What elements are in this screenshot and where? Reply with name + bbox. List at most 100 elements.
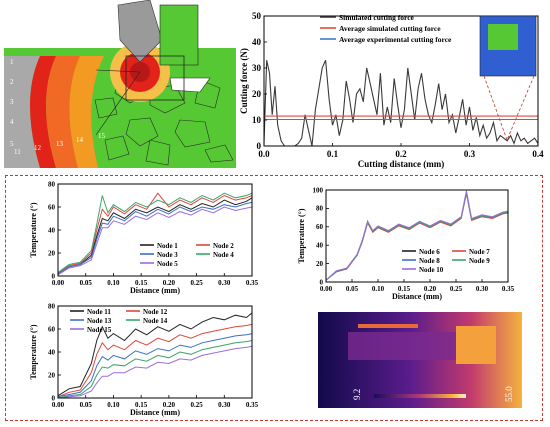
zone-number-2: 2 <box>10 78 14 86</box>
y-tick-label: 20 <box>252 89 262 99</box>
zone-number-11: 11 <box>14 148 21 156</box>
thermal-image: 9.2 55.0 <box>318 312 522 408</box>
warm-band-1 <box>46 56 80 168</box>
inset-leader-right <box>506 75 535 141</box>
y-axis-label: Cutting force (N) <box>240 48 249 114</box>
thermal-scale-max: 55.0 <box>504 386 514 402</box>
y-tick-label: 40 <box>48 226 56 234</box>
zone-number-13: 13 <box>56 140 64 148</box>
y-tick-label: 80 <box>48 302 56 310</box>
x-tick-label: 0.30 <box>218 401 231 409</box>
y-tick-label: 20 <box>316 260 324 268</box>
y-tick-label: 0 <box>320 278 324 286</box>
node-leader-2 <box>95 71 141 136</box>
y-tick-label: 0 <box>52 272 56 280</box>
x-tick-label: 0.25 <box>450 285 463 293</box>
x-tick-label: 0.35 <box>246 279 259 287</box>
zone-number-3: 3 <box>10 98 14 106</box>
cutting-force-svg: 0.0 0.1 0.2 0.3 0.4 0 10 20 30 40 50 Cutting distan… <box>239 11 544 169</box>
x-tick-label: 0.15 <box>135 279 148 287</box>
inset-image-grains <box>488 24 518 50</box>
y-tick-label: 30 <box>252 63 262 73</box>
legend-entry: Node 10 <box>419 266 444 274</box>
y-tick-label: 50 <box>252 11 262 21</box>
temperature-chart-1-5: 0.00 0.05 0.10 0.15 0.20 0.25 0.30 0.35 0 20 40 60 8… <box>10 178 270 298</box>
x-tick-label: 0.00 <box>52 279 65 287</box>
legend-entry: Node 8 <box>419 257 440 265</box>
x-tick-label: 0.10 <box>372 285 385 293</box>
y-tick-label: 60 <box>48 325 56 333</box>
y-axis-label: Temperature (°) <box>297 208 306 263</box>
simulation-svg: 1 2 3 4 5 11 12 13 14 15 <box>4 0 236 168</box>
legend-entry: Node 15 <box>87 326 112 334</box>
legend-entry: Node 7 <box>469 248 490 256</box>
x-tick-label: 0.30 <box>218 279 231 287</box>
legend-entry: Average experimental cutting force <box>339 35 452 44</box>
x-axis-label: Distance (mm) <box>130 286 180 295</box>
x-tick-label: 0.35 <box>502 285 515 293</box>
temperature-chart-6-10: 0.00 0.05 0.10 0.15 0.20 0.25 0.30 0.35 0 20 40 60 8… <box>282 184 537 304</box>
zone-number-12: 12 <box>34 144 42 152</box>
legend-entry: Node 13 <box>87 317 112 325</box>
series-line-1 <box>57 312 253 397</box>
x-axis-label: Cutting distance (mm) <box>358 159 445 169</box>
zone-number-1: 1 <box>10 58 14 66</box>
zoom-box <box>125 55 185 101</box>
y-tick-label: 10 <box>252 115 262 125</box>
series-line-3 <box>325 192 509 281</box>
series-line-4 <box>325 192 509 281</box>
x-tick-label: 0.20 <box>163 279 176 287</box>
series-line-5 <box>325 190 509 281</box>
y-tick-label: 0 <box>257 141 262 151</box>
x-tick-label: 0.00 <box>52 401 65 409</box>
x-tick-label: 0.10 <box>107 401 120 409</box>
x-tick-label: 0.1 <box>327 149 339 159</box>
plot-frame <box>325 189 509 283</box>
temperature-panel-border <box>5 175 543 421</box>
x-tick-label: 0.05 <box>346 285 359 293</box>
x-tick-label: 0.15 <box>398 285 411 293</box>
series-line-1 <box>325 191 509 281</box>
zone-number-15: 15 <box>98 132 106 140</box>
y-tick-label: 80 <box>48 180 56 188</box>
legend-entry: Node 1 <box>157 242 178 250</box>
y-tick-label: 40 <box>252 37 262 47</box>
x-tick-label: 0.15 <box>135 401 148 409</box>
zone-number-14: 14 <box>76 136 84 144</box>
x-tick-label: 0.00 <box>320 285 333 293</box>
x-tick-label: 0.30 <box>476 285 489 293</box>
chip <box>117 0 163 63</box>
zone-number-4: 4 <box>10 118 14 126</box>
legend-entry: Simulated cutting force <box>339 13 415 22</box>
y-axis-label: Temperature (°) <box>29 202 38 257</box>
series-line-2 <box>57 192 253 273</box>
y-tick-label: 20 <box>48 249 56 257</box>
legend-entry: Node 6 <box>419 248 440 256</box>
x-tick-label: 0.25 <box>190 279 203 287</box>
x-tick-label: 0.05 <box>80 401 93 409</box>
legend-entry: Node 14 <box>143 317 168 325</box>
series-line-2 <box>57 323 253 398</box>
thermal-chip <box>358 324 418 328</box>
temperature-svg-6-10: 0.00 0.05 0.10 0.15 0.20 0.25 0.30 0.35 0 20 40 60 8… <box>297 186 515 301</box>
legend-entry: Average simulated cutting force <box>339 24 441 33</box>
temperature-svg-11-15: 0.00 0.05 0.10 0.15 0.20 0.25 0.30 0.35 0 20 40 60 8… <box>29 302 259 417</box>
tool-tip <box>169 77 211 93</box>
y-tick-label: 20 <box>48 371 56 379</box>
y-tick-label: 60 <box>316 223 324 231</box>
x-tick-label: 0.0 <box>258 149 270 159</box>
x-tick-label: 0.20 <box>163 401 176 409</box>
series-line-5 <box>57 345 253 399</box>
x-tick-label: 0.25 <box>190 401 203 409</box>
x-axis-label: Distance (mm) <box>130 408 180 417</box>
x-tick-label: 0.35 <box>246 401 259 409</box>
cold-zone <box>4 56 40 168</box>
series-line-4 <box>57 192 253 273</box>
x-tick-label: 0.3 <box>464 149 476 159</box>
node-leader-1 <box>95 69 141 73</box>
thermal-color-scale <box>374 394 466 398</box>
warm-band-2 <box>69 56 104 168</box>
zone-number-5: 5 <box>10 140 14 148</box>
x-tick-label: 0.4 <box>532 149 544 159</box>
thermal-hotspot <box>456 326 496 364</box>
